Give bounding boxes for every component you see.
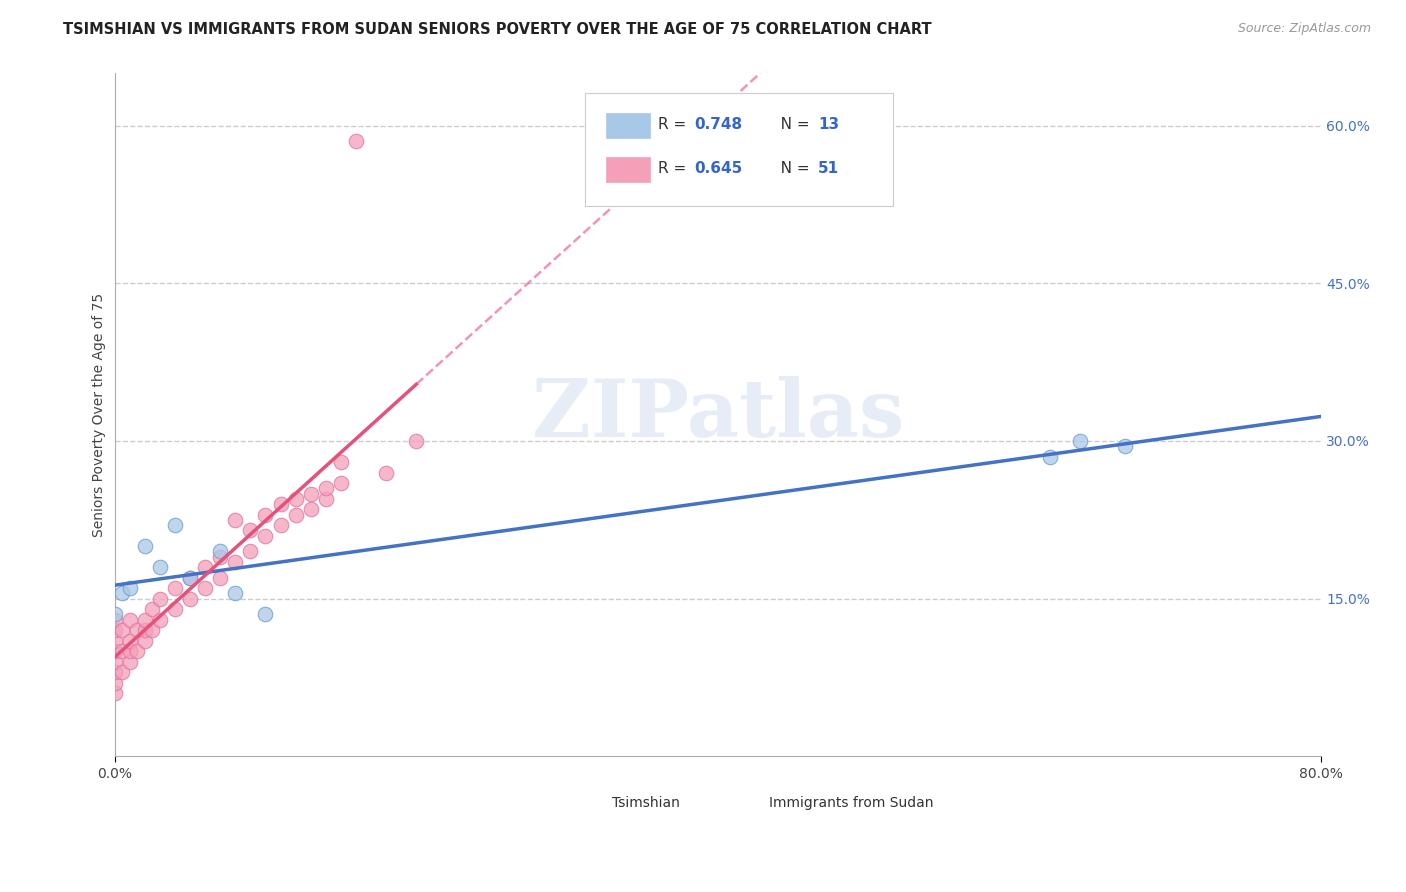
Point xyxy=(134,633,156,648)
Point xyxy=(209,549,232,564)
Point xyxy=(179,571,201,585)
Point xyxy=(104,675,127,690)
Point xyxy=(254,508,277,522)
Point xyxy=(254,528,277,542)
Point xyxy=(149,613,172,627)
Point xyxy=(127,644,149,658)
Point xyxy=(111,586,134,600)
Point xyxy=(141,602,163,616)
Point xyxy=(118,581,141,595)
Point xyxy=(118,633,141,648)
Point xyxy=(299,502,322,516)
Text: R =: R = xyxy=(658,161,690,176)
Point xyxy=(270,497,292,511)
Point xyxy=(104,607,127,622)
Point xyxy=(118,613,141,627)
Point xyxy=(344,134,367,148)
FancyBboxPatch shape xyxy=(585,94,893,206)
Text: TSIMSHIAN VS IMMIGRANTS FROM SUDAN SENIORS POVERTY OVER THE AGE OF 75 CORRELATIO: TSIMSHIAN VS IMMIGRANTS FROM SUDAN SENIO… xyxy=(63,22,932,37)
Point xyxy=(141,624,163,638)
Point xyxy=(104,644,127,658)
Text: R =: R = xyxy=(658,117,690,132)
Point xyxy=(134,613,156,627)
Point xyxy=(239,544,262,558)
Point xyxy=(134,624,156,638)
Bar xyxy=(718,795,756,816)
Point xyxy=(163,518,186,533)
Point xyxy=(104,633,127,648)
Point xyxy=(134,539,156,553)
Point xyxy=(104,665,127,680)
Point xyxy=(270,518,292,533)
Point xyxy=(163,581,186,595)
Point xyxy=(104,613,127,627)
Point xyxy=(299,486,322,500)
Point xyxy=(111,644,134,658)
Point xyxy=(224,586,246,600)
Point xyxy=(1114,439,1136,453)
Point xyxy=(194,560,217,574)
Text: Tsimshian: Tsimshian xyxy=(612,796,679,810)
Point xyxy=(224,513,246,527)
Text: 51: 51 xyxy=(818,161,839,176)
Point xyxy=(179,571,201,585)
Text: 13: 13 xyxy=(818,117,839,132)
Point xyxy=(329,476,352,491)
Point xyxy=(239,524,262,538)
Point xyxy=(118,644,141,658)
Text: 0.645: 0.645 xyxy=(693,161,742,176)
Point xyxy=(149,591,172,606)
Point xyxy=(127,624,149,638)
Bar xyxy=(561,795,600,816)
Point xyxy=(405,434,427,448)
Point xyxy=(1039,450,1062,464)
Point xyxy=(104,655,127,669)
Point xyxy=(254,607,277,622)
Point xyxy=(179,591,201,606)
Point xyxy=(224,555,246,569)
Text: ZIPatlas: ZIPatlas xyxy=(531,376,904,454)
Text: Source: ZipAtlas.com: Source: ZipAtlas.com xyxy=(1237,22,1371,36)
Point xyxy=(163,602,186,616)
Point xyxy=(329,455,352,469)
Point xyxy=(118,655,141,669)
Y-axis label: Seniors Poverty Over the Age of 75: Seniors Poverty Over the Age of 75 xyxy=(93,293,107,537)
Point xyxy=(104,624,127,638)
Text: 0.748: 0.748 xyxy=(693,117,742,132)
Bar xyxy=(606,157,650,182)
Point xyxy=(375,466,398,480)
Point xyxy=(284,491,307,506)
Point xyxy=(111,624,134,638)
Point xyxy=(104,686,127,700)
Text: N =: N = xyxy=(766,161,814,176)
Point xyxy=(315,481,337,495)
Point xyxy=(284,508,307,522)
Point xyxy=(315,491,337,506)
Point xyxy=(194,581,217,595)
Point xyxy=(1069,434,1091,448)
Point xyxy=(209,544,232,558)
Point xyxy=(209,571,232,585)
Point xyxy=(111,665,134,680)
Text: N =: N = xyxy=(766,117,814,132)
Point xyxy=(149,560,172,574)
Bar xyxy=(606,112,650,137)
Text: Immigrants from Sudan: Immigrants from Sudan xyxy=(769,796,934,810)
